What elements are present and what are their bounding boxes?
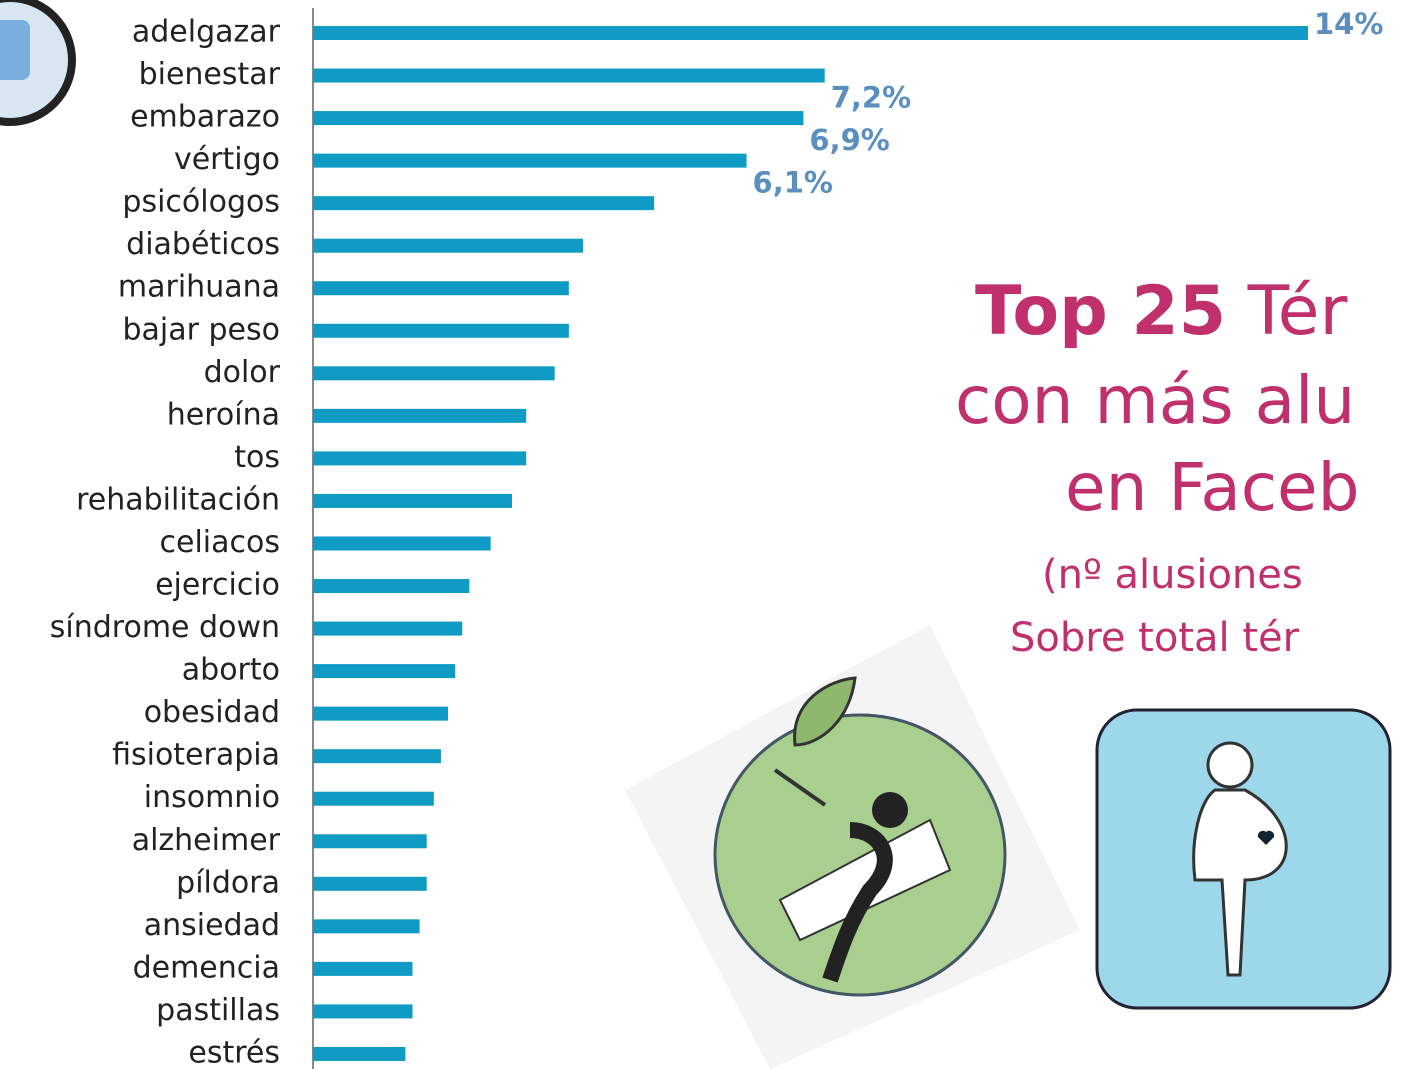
bar — [313, 919, 420, 933]
bar — [313, 111, 803, 125]
category-label: insomnio — [144, 780, 280, 815]
decor-apple — [625, 625, 1080, 1069]
bar — [313, 877, 427, 891]
bar — [313, 451, 526, 465]
category-label: psicólogos — [122, 185, 280, 220]
bar — [313, 536, 491, 550]
category-label: ansiedad — [144, 908, 280, 943]
category-label: obesidad — [144, 695, 280, 730]
category-label: demencia — [133, 950, 280, 985]
category-label: embarazo — [130, 100, 280, 135]
bar — [313, 664, 455, 678]
subtitle-line: Sobre total tér — [1010, 615, 1300, 661]
bar — [313, 239, 583, 253]
bar — [313, 366, 555, 380]
value-label: 14% — [1314, 7, 1383, 41]
category-label: diabéticos — [126, 227, 280, 262]
category-label: celiacos — [160, 525, 280, 560]
bar — [313, 749, 441, 763]
bar — [313, 69, 825, 83]
title-part: Tér — [1226, 272, 1347, 351]
category-label: pastillas — [156, 993, 280, 1028]
category-label: fisioterapia — [112, 738, 280, 773]
bar — [313, 196, 654, 210]
category-label: bienestar — [139, 57, 281, 92]
bar — [313, 962, 413, 976]
bar — [313, 792, 434, 806]
category-label: estrés — [188, 1035, 280, 1069]
category-label: rehabilitación — [76, 482, 280, 517]
bar — [313, 409, 526, 423]
title-line: en Faceb — [1065, 449, 1360, 526]
category-label: aborto — [182, 653, 280, 688]
category-label: vértigo — [174, 142, 280, 177]
chart: adelgazar 14% bienestar 7,2% embarazo 6,9% vér… — [0, 0, 1403, 1069]
page: {"chart_data": {"type": "hbar", "title_l… — [0, 0, 1403, 1069]
value-label: 6,1% — [753, 166, 833, 200]
bar — [313, 324, 569, 338]
title-part: con más alu — [955, 362, 1355, 439]
bar — [313, 707, 448, 721]
category-label: adelgazar — [132, 15, 281, 50]
category-label: tos — [234, 440, 280, 475]
value-label: 6,9% — [809, 123, 889, 157]
bar — [313, 622, 462, 636]
decor-badge — [0, 0, 72, 122]
category-label: ejercicio — [155, 568, 280, 603]
category-label: alzheimer — [132, 823, 281, 858]
bar — [313, 834, 427, 848]
category-label: píldora — [176, 865, 280, 900]
title-part: Top 25 — [975, 272, 1226, 351]
bar — [313, 494, 512, 508]
category-label: síndrome down — [50, 610, 280, 645]
bar — [313, 579, 469, 593]
title-line: con más alu — [955, 362, 1355, 439]
bar — [313, 26, 1308, 40]
title-part: en Faceb — [1065, 449, 1360, 526]
decor-pregnancy-icon — [1097, 710, 1390, 1008]
bar — [313, 281, 569, 295]
bar — [313, 1047, 405, 1061]
value-label: 7,2% — [831, 81, 911, 115]
subtitle-line: (nº alusiones — [1042, 552, 1303, 598]
category-label: dolor — [204, 355, 281, 390]
category-label: bajar peso — [123, 312, 281, 347]
bar — [313, 1004, 413, 1018]
category-label: marihuana — [118, 270, 280, 305]
bar — [313, 154, 747, 168]
title-line: Top 25 Tér — [975, 272, 1347, 351]
category-label: heroína — [167, 397, 280, 432]
